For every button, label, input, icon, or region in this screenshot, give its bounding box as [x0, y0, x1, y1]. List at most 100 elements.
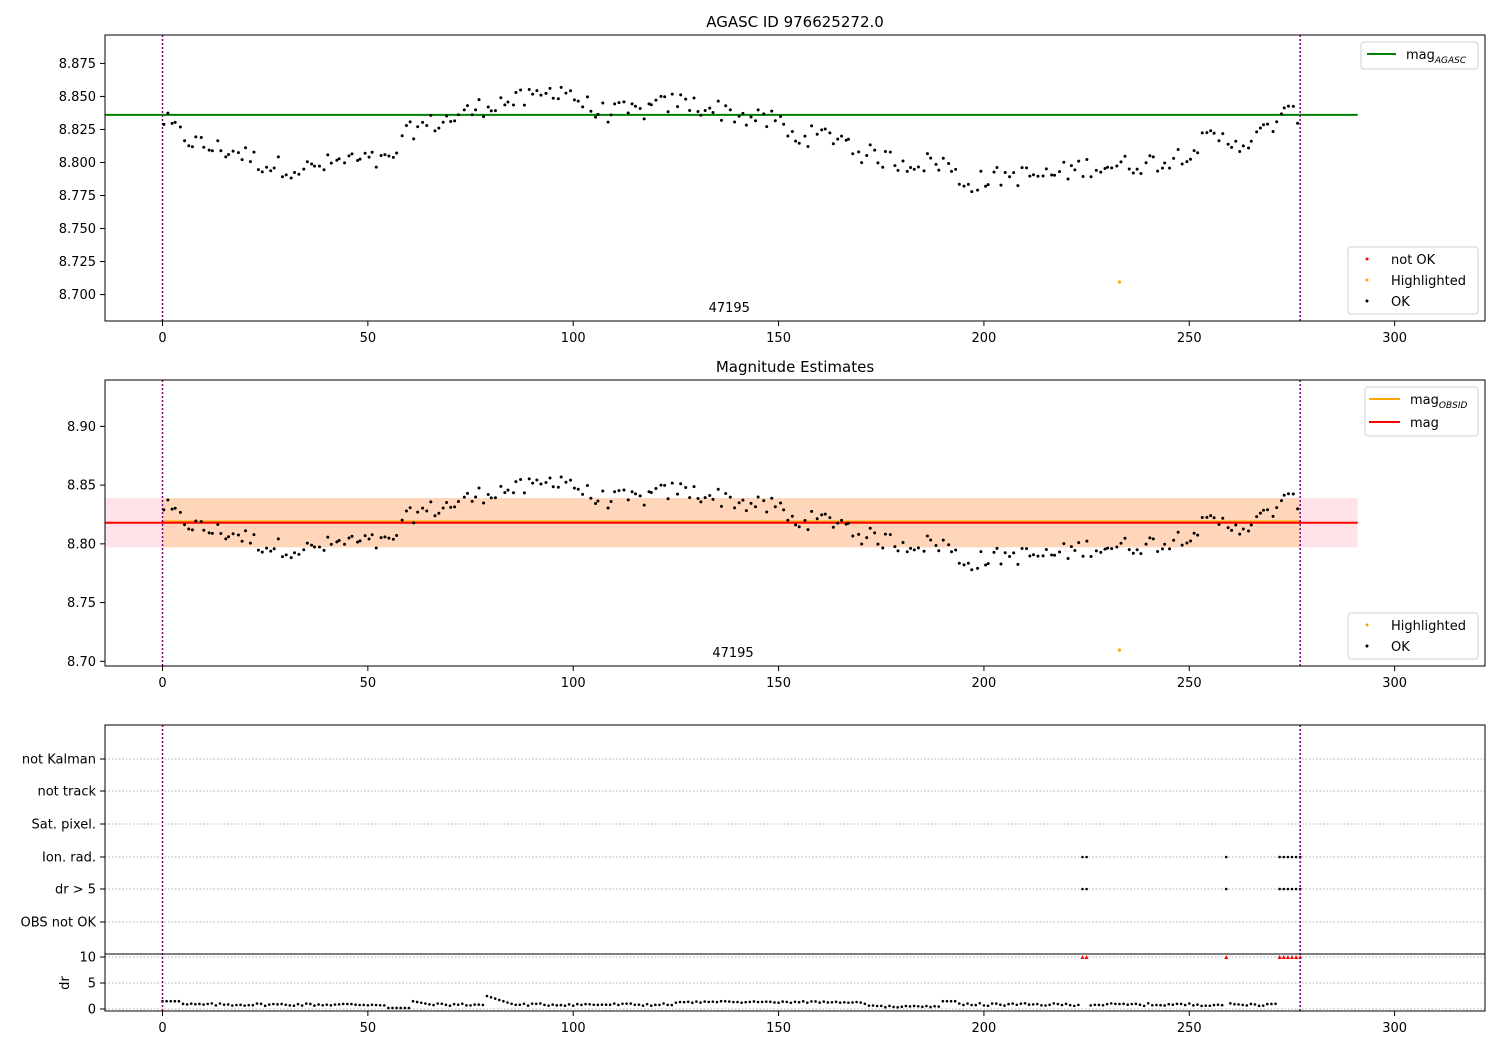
ok-point [966, 182, 970, 186]
legend-not-ok-label: not OK [1391, 253, 1436, 268]
dr-point [797, 1000, 801, 1004]
dr-point [1274, 1002, 1277, 1006]
dr-point [748, 1000, 752, 1004]
dr-point [354, 1003, 357, 1007]
ok-point [782, 122, 786, 126]
ok-point [749, 115, 753, 119]
ok-point [779, 115, 783, 119]
panel-3-xtick-label: 150 [766, 1021, 791, 1036]
ok-point [901, 159, 905, 163]
ok-point [638, 107, 642, 111]
ok-point [425, 123, 429, 127]
ok-point [684, 486, 688, 490]
ok-point [310, 543, 314, 547]
ok-point [1156, 169, 1160, 173]
ok-point [556, 97, 560, 101]
ok-point [773, 119, 777, 123]
dr-point [559, 1003, 563, 1007]
dr-point [370, 1003, 374, 1007]
ok-point [770, 109, 774, 113]
ok-point [909, 546, 913, 550]
ok-point [1016, 184, 1020, 188]
dr-point [764, 1000, 768, 1003]
ok-point [313, 545, 317, 549]
panel-3-xtick-label: 250 [1177, 1021, 1202, 1036]
ok-point [310, 162, 314, 166]
dr-point [588, 1002, 591, 1006]
ok-point [633, 492, 637, 496]
ok-point [836, 521, 840, 525]
ok-point [527, 477, 531, 481]
dr-axis-label: dr [58, 976, 73, 990]
ok-point [881, 546, 885, 550]
ok-point [711, 111, 715, 115]
ok-point [708, 494, 712, 498]
ok-point [601, 101, 605, 105]
panel-2-ytick-label: 8.70 [67, 655, 96, 670]
ok-point [433, 129, 437, 133]
dr-point [1114, 1002, 1117, 1006]
ok-point [601, 489, 605, 493]
panel-1-line-legend: magAGASC [1360, 41, 1479, 70]
ok-point [1077, 159, 1081, 163]
dr-point [1261, 1004, 1265, 1007]
dr-point [1196, 1003, 1199, 1006]
ok-point [828, 131, 832, 135]
ok-point [1241, 144, 1245, 148]
dr-point [366, 1004, 370, 1007]
dr-point [625, 1002, 628, 1005]
dr-clipped-marker [1289, 955, 1294, 959]
dr-point [1142, 1004, 1146, 1008]
ok-point [820, 128, 824, 132]
ok-point [207, 531, 211, 535]
dr-point [1249, 1002, 1253, 1006]
ok-point [199, 136, 203, 140]
ok-point [970, 568, 974, 572]
ok-point [1255, 515, 1259, 519]
dr-point [313, 1004, 316, 1007]
ok-point [937, 549, 941, 553]
legend-2-highlighted-label: Highlighted [1391, 619, 1466, 634]
dr-point [382, 1004, 386, 1007]
ok-point [810, 124, 814, 128]
ok-point [976, 566, 980, 570]
ok-point [433, 514, 437, 518]
ok-point [692, 485, 696, 489]
dr-point [444, 1003, 448, 1007]
ok-point [1115, 545, 1119, 549]
ok-point [170, 121, 174, 125]
ok-point [1262, 508, 1266, 512]
dr-point [1237, 1003, 1240, 1006]
panel-1-xtick-label: 0 [158, 331, 166, 346]
ok-point [337, 539, 341, 543]
dr-point [736, 1000, 739, 1004]
ok-point [581, 105, 585, 109]
ok-point [244, 146, 248, 150]
ok-point [642, 503, 646, 507]
dr-point [990, 1002, 994, 1005]
ok-point [293, 171, 297, 175]
dr-point [1171, 1003, 1175, 1007]
ok-point [1077, 541, 1081, 545]
dr-point [198, 1002, 201, 1006]
ok-point [387, 154, 391, 158]
ok-point [363, 151, 367, 155]
ok-point [626, 498, 630, 502]
ok-point [1163, 161, 1167, 165]
ok-point [1192, 149, 1196, 153]
dr-point [481, 1003, 485, 1007]
dr-point [1270, 1002, 1273, 1006]
highlighted-point [1117, 280, 1122, 284]
ok-point [493, 496, 497, 500]
dr-point [288, 1004, 292, 1007]
ok-point [909, 166, 913, 170]
ok-point [305, 160, 309, 164]
panel-3-xtick-label: 50 [360, 1021, 377, 1036]
panel-2-ytick-label: 8.80 [67, 537, 96, 552]
ok-point [1249, 523, 1253, 527]
ok-point [782, 508, 786, 512]
dr-point [686, 1000, 690, 1004]
ok-point [548, 86, 552, 90]
ok-point [724, 491, 728, 495]
ok-point [356, 540, 360, 544]
